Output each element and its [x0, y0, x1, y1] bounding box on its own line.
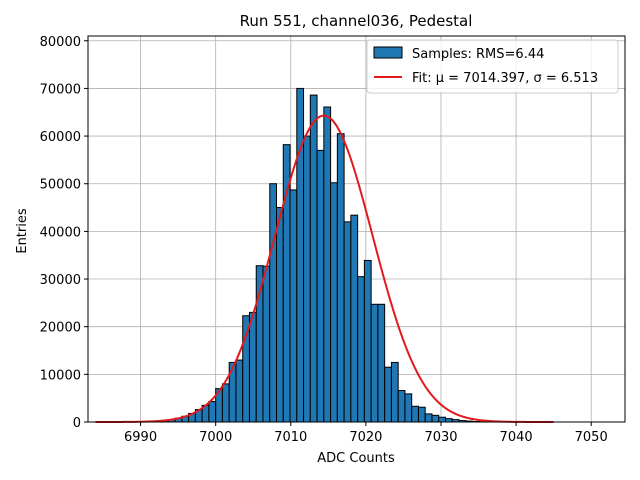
histogram-bar — [242, 315, 250, 423]
histogram-bar — [370, 303, 379, 423]
y-tick-label: 80000 — [40, 35, 81, 50]
histogram-bar — [221, 383, 230, 423]
histogram-bar — [248, 311, 257, 423]
x-tick-label: 7010 — [274, 430, 307, 445]
y-tick-label: 0 — [73, 416, 81, 431]
histogram-bar — [330, 182, 338, 423]
x-tick-label: 7050 — [575, 430, 608, 445]
histogram-bars — [147, 87, 494, 423]
histogram-bar — [269, 183, 278, 423]
chart-title: Run 551, channel036, Pedestal — [240, 12, 473, 30]
histogram-bar — [431, 414, 440, 423]
histogram-bar — [377, 303, 386, 423]
plot-frame — [87, 35, 626, 423]
histogram-bar — [438, 416, 446, 423]
axes: 6990 7000 7010 7020 7030 7040 7050 0 10000 20000 3… — [40, 35, 626, 445]
y-tick-label: 10000 — [40, 368, 81, 383]
x-axis-label: ADC Counts — [317, 451, 395, 466]
x-tick-label: 6990 — [124, 430, 157, 445]
histogram-bar — [444, 418, 453, 423]
x-tick-label: 7040 — [500, 430, 533, 445]
x-tick-label: 7000 — [199, 430, 232, 445]
histogram-bar — [323, 106, 332, 423]
histogram-bar — [303, 135, 311, 423]
histogram-bar — [316, 149, 325, 423]
histogram-bar — [262, 265, 271, 423]
y-tick-label: 60000 — [40, 130, 81, 145]
histogram-bar — [336, 133, 345, 423]
histogram-bar — [208, 401, 217, 423]
y-tick-label: 40000 — [40, 225, 81, 240]
histogram-bar — [309, 94, 318, 423]
legend: Samples: RMS=6.44 Fit: μ = 7014.397, σ =… — [366, 39, 619, 94]
histogram-bar — [397, 390, 406, 423]
histogram-bar — [276, 207, 284, 423]
x-tick-label: 7020 — [349, 430, 382, 445]
histogram-bar — [289, 189, 298, 423]
histogram-bar — [424, 413, 433, 423]
histogram-bar — [235, 359, 244, 423]
x-tick-label: 7030 — [424, 430, 457, 445]
histogram-bar — [296, 87, 305, 423]
y-axis-label: Entries — [15, 208, 30, 254]
histogram-bar — [343, 221, 352, 423]
histogram-bar — [390, 361, 399, 423]
y-tick-label: 50000 — [40, 178, 81, 193]
histogram-bar — [417, 406, 426, 423]
y-tick-label: 30000 — [40, 273, 81, 288]
histogram-bar — [363, 259, 372, 423]
histogram-bar — [411, 405, 419, 423]
y-tick-label: 70000 — [40, 82, 81, 97]
histogram-bar — [350, 214, 359, 423]
fit-curve — [95, 114, 554, 423]
legend-label-histogram: Samples: RMS=6.44 — [412, 47, 544, 62]
fit-curve-layer — [95, 114, 554, 423]
legend-box — [366, 39, 619, 94]
legend-label-fit: Fit: μ = 7014.397, σ = 6.513 — [412, 71, 598, 86]
histogram-bar — [357, 276, 365, 423]
legend-swatch-histogram — [373, 46, 403, 59]
histogram-bar — [384, 366, 392, 423]
y-tick-label: 20000 — [40, 321, 81, 336]
histogram-bar — [404, 393, 413, 423]
